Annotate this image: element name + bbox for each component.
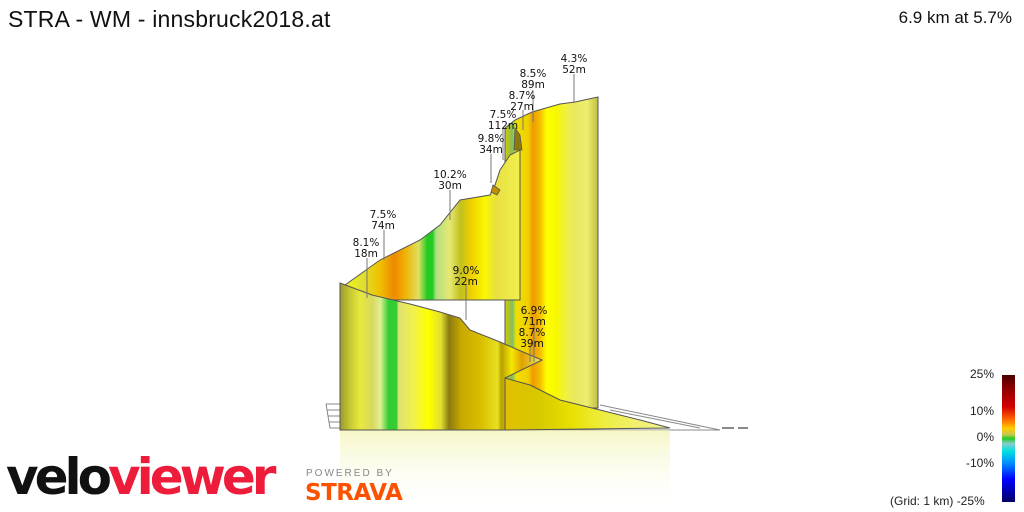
legend-tick-10: 10% bbox=[969, 404, 994, 418]
grid-scale-label: (Grid: 1 km) bbox=[890, 494, 954, 508]
grid-note: (Grid: 1 km) -25% bbox=[890, 494, 985, 508]
svg-text:30m: 30m bbox=[438, 180, 462, 192]
svg-text:10.2%: 10.2% bbox=[433, 169, 466, 181]
svg-text:34m: 34m bbox=[479, 144, 503, 156]
svg-text:8.7%: 8.7% bbox=[509, 90, 536, 102]
legend-tick-25: 25% bbox=[969, 367, 994, 381]
annotation-leaders bbox=[366, 74, 575, 362]
svg-text:6.9%: 6.9% bbox=[521, 305, 548, 317]
svg-text:7.5%: 7.5% bbox=[370, 209, 397, 221]
powered-by-label: POWERED BY bbox=[306, 468, 394, 479]
svg-text:8.1%: 8.1% bbox=[353, 237, 380, 249]
page-title: STRA - WM - innsbruck2018.at bbox=[8, 6, 331, 32]
legend-tick-minus25: -25% bbox=[956, 494, 985, 508]
svg-text:27m: 27m bbox=[510, 101, 534, 113]
legend-tick-minus10: -10% bbox=[965, 456, 994, 470]
svg-text:8.7%: 8.7% bbox=[519, 327, 546, 339]
svg-text:52m: 52m bbox=[562, 64, 586, 76]
profile-middle-section bbox=[344, 149, 521, 301]
svg-text:7.5%: 7.5% bbox=[490, 109, 517, 121]
logo-velo-text: velo bbox=[6, 448, 112, 506]
svg-text:89m: 89m bbox=[521, 79, 545, 91]
svg-text:74m: 74m bbox=[371, 220, 395, 232]
logo-viewer-text: viewer bbox=[108, 448, 276, 506]
segment-summary: 6.9 km at 5.7% bbox=[898, 8, 1012, 27]
svg-text:18m: 18m bbox=[354, 248, 378, 260]
svg-text:22m: 22m bbox=[454, 276, 478, 288]
svg-text:8.5%: 8.5% bbox=[520, 68, 547, 80]
svg-text:71m: 71m bbox=[522, 316, 546, 328]
svg-text:9.8%: 9.8% bbox=[478, 133, 505, 145]
svg-text:39m: 39m bbox=[520, 338, 544, 350]
svg-text:4.3%: 4.3% bbox=[561, 53, 588, 65]
gradient-color-scale bbox=[1002, 375, 1015, 502]
svg-text:112m: 112m bbox=[488, 120, 518, 132]
veloviewer-logo: veloviewer bbox=[6, 452, 276, 502]
svg-text:9.0%: 9.0% bbox=[453, 265, 480, 277]
annotation-labels: 8.1% 18m 7.5% 74m 9.0% 22m 10.2% 30m 6.9… bbox=[353, 53, 588, 350]
legend-tick-0: 0% bbox=[976, 430, 994, 444]
strava-logo: STRAVA bbox=[305, 480, 403, 506]
